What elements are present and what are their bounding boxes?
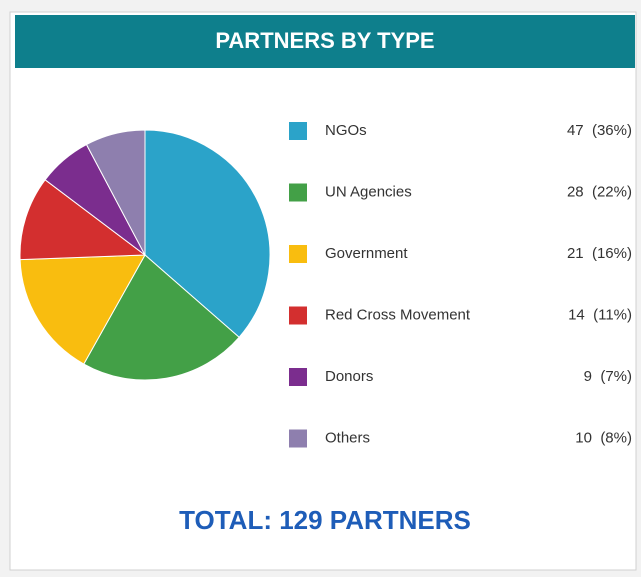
legend-label: Others [325,429,370,446]
legend-label: Donors [325,368,373,385]
pie-slice [85,129,146,256]
legend-swatch [289,429,307,448]
chart-title: PARTNERS BY TYPE [215,28,434,53]
header-bar [15,15,635,68]
legend-swatch [289,306,307,325]
legend-swatch [289,183,307,202]
value-label: 21 (16%) [567,245,632,262]
legend-swatch [289,122,307,140]
value-label: 9 (7%) [584,368,632,385]
pie-slice [19,254,146,365]
value-label: 28 (22%) [567,183,632,200]
pie-slice [144,129,271,338]
legend-label: UN Agencies [325,183,412,200]
value-label: 14 (11%) [568,306,632,323]
pie-slice [83,254,240,381]
legend-label: Red Cross Movement [325,306,471,323]
value-label: 10 (8%) [575,429,632,446]
value-label: 47 (36%) [567,122,632,139]
pie-slice [19,179,147,261]
legend-label: Government [325,245,408,262]
legend-swatch [289,245,307,263]
legend-swatch [289,368,307,386]
total: TOTAL: 129 PARTNERS [179,505,471,535]
legend-label: NGOs [325,122,367,139]
